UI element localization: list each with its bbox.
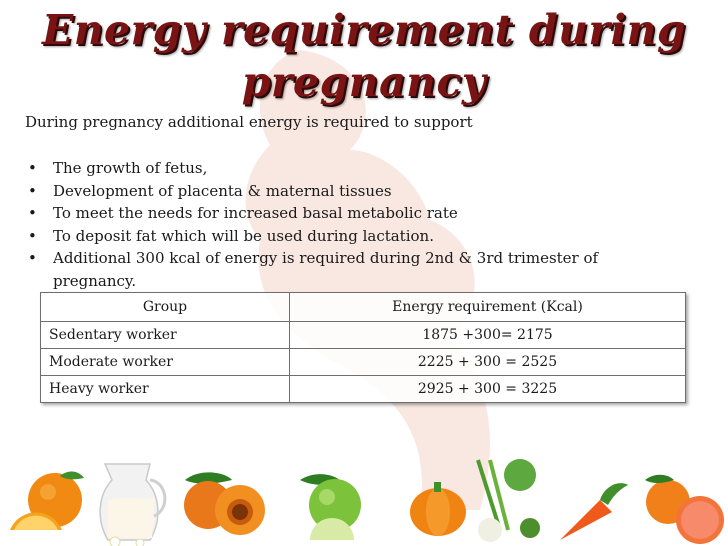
peach-icon: [184, 472, 265, 535]
table-header-row: Group Energy requirement (Kcal): [40, 292, 686, 322]
slide-title: Energy requirement during pregnancy: [0, 0, 728, 120]
food-illustration-strip: [10, 459, 724, 546]
title-line-2: pregnancy: [241, 58, 487, 106]
table-header-requirement: Energy requirement (Kcal): [289, 292, 686, 322]
bullet-list: • The growth of fetus, • Development of pl…: [28, 157, 668, 292]
vegetables-icon: [476, 459, 540, 542]
bullet-dot-icon: •: [28, 181, 37, 200]
intro-text: During pregnancy additional energy is re…: [25, 113, 473, 131]
table-header-group: Group: [40, 292, 290, 322]
bullet-dot-icon: •: [28, 159, 37, 177]
orange-icon: [10, 471, 84, 530]
table-cell-requirement: 1875 +300= 2175: [289, 321, 686, 349]
table-row: Heavy worker 2925 + 300 = 3225: [40, 375, 686, 403]
bullet-text: To deposit fat which will be used during…: [53, 226, 434, 245]
table-cell-group: Moderate worker: [40, 348, 290, 376]
table-row: Moderate worker 2225 + 300 = 2525: [40, 348, 686, 376]
bullet-item: • Additional 300 kcal of energy is requir…: [28, 247, 668, 292]
table-cell-group: Sedentary worker: [40, 321, 290, 349]
apple-icon: [300, 474, 361, 540]
bullet-text: The growth of fetus,: [53, 159, 208, 177]
milk-jug-icon: [99, 463, 167, 546]
table-row: Sedentary worker 1875 +300= 2175: [40, 321, 686, 349]
table-cell-requirement: 2925 + 300 = 3225: [289, 375, 686, 403]
grapefruit-icon: [645, 474, 724, 544]
bullet-item: • Development of placenta & maternal tiss…: [28, 180, 668, 203]
table-cell-group: Heavy worker: [40, 375, 290, 403]
bullet-text: Development of placenta & maternal tissu…: [53, 181, 392, 200]
bullet-item: • The growth of fetus,: [28, 157, 668, 180]
bullet-dot-icon: •: [28, 249, 37, 267]
bullet-text: Additional 300 kcal of energy is require…: [53, 249, 599, 290]
table-cell-requirement: 2225 + 300 = 2525: [289, 348, 686, 376]
bullet-item: • To deposit fat which will be used durin…: [28, 225, 668, 248]
pumpkin-icon: [410, 482, 466, 536]
bullet-item: • To meet the needs for increased basal m…: [28, 202, 668, 225]
bullet-dot-icon: •: [28, 204, 37, 222]
bullet-dot-icon: •: [28, 226, 37, 245]
carrot-icon: [560, 483, 628, 540]
energy-table: Group Energy requirement (Kcal) Sedentar…: [40, 292, 686, 403]
title-line-1: Energy requirement during: [41, 6, 687, 54]
bullet-text: To meet the needs for increased basal me…: [53, 204, 458, 222]
